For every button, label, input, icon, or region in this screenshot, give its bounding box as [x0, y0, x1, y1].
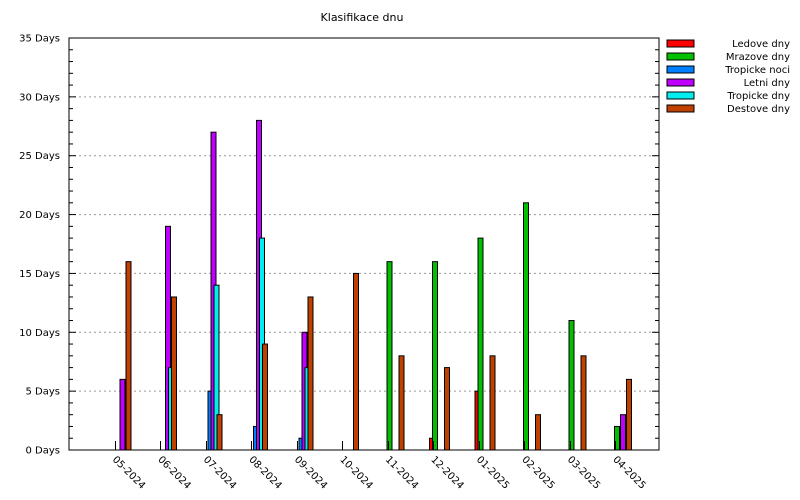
bar — [386, 261, 393, 451]
legend: Ledove dny Mrazove dny Tropicke noci Letni … — [666, 39, 790, 115]
legend-swatch — [666, 52, 695, 61]
y-tick-label: 20 Days — [19, 210, 60, 221]
legend-label: Letni dny — [744, 78, 790, 89]
legend-label: Tropicke noci — [724, 65, 790, 76]
bar — [353, 272, 359, 451]
x-tick-label: 09-2024 — [292, 454, 329, 491]
bars — [119, 119, 632, 451]
bar — [489, 355, 496, 451]
plot-frame — [68, 37, 660, 451]
bar — [626, 378, 632, 451]
legend-swatch — [666, 104, 695, 113]
y-tick-label: 25 Days — [19, 151, 60, 162]
y-tick-label: 30 Days — [19, 92, 60, 103]
bar — [398, 355, 405, 451]
bar — [307, 296, 314, 451]
x-tick-label: 05-2024 — [110, 454, 147, 491]
bar — [262, 343, 268, 451]
legend-swatch — [666, 91, 695, 100]
bar — [216, 414, 223, 451]
y-tick-label: 0 Days — [26, 446, 61, 457]
bar — [523, 202, 529, 451]
bar — [119, 378, 126, 451]
legend-label: Mrazove dny — [726, 52, 790, 63]
y-tick-label: 15 Days — [19, 269, 60, 280]
x-tick-label: 01-2025 — [474, 454, 511, 491]
legend-swatch — [666, 78, 695, 87]
x-tick-label: 10-2024 — [337, 454, 374, 491]
y-tick-label: 35 Days — [19, 34, 60, 45]
x-tick-label: 04-2025 — [610, 454, 647, 491]
x-tick-label: 11-2024 — [383, 454, 420, 491]
bar — [432, 261, 438, 451]
bar — [125, 261, 132, 451]
x-tick-label: 03-2025 — [565, 454, 602, 491]
x-tick-label: 08-2024 — [246, 454, 283, 491]
grid-lines — [69, 96, 659, 392]
bar — [535, 414, 541, 451]
bar — [444, 367, 450, 451]
bar — [620, 414, 626, 451]
legend-swatch — [666, 39, 695, 48]
bar — [580, 355, 587, 451]
x-tick-label: 07-2024 — [201, 454, 238, 491]
x-tick-label: 06-2024 — [155, 454, 192, 491]
y-axis: 0 Days 5 Days 10 Days 15 Days 20 Days 25 Days… — [19, 34, 659, 457]
legend-swatch — [666, 65, 695, 74]
bar — [171, 296, 177, 451]
x-tick-label: 12-2024 — [428, 454, 465, 491]
legend-label: Ledove dny — [732, 39, 790, 50]
x-tick-label: 02-2025 — [519, 454, 556, 491]
bar — [568, 320, 575, 451]
y-tick-label: 10 Days — [19, 328, 60, 339]
y-tick-label: 5 Days — [26, 387, 61, 398]
legend-label: Destove dny — [727, 104, 790, 115]
x-axis: 05-2024 06-2024 07-2024 08-2024 09-2024 10-20… — [110, 441, 648, 492]
legend-label: Tropicke dny — [726, 91, 790, 102]
bar — [477, 237, 484, 451]
chart-title: Klasifikace dnu — [321, 11, 404, 24]
